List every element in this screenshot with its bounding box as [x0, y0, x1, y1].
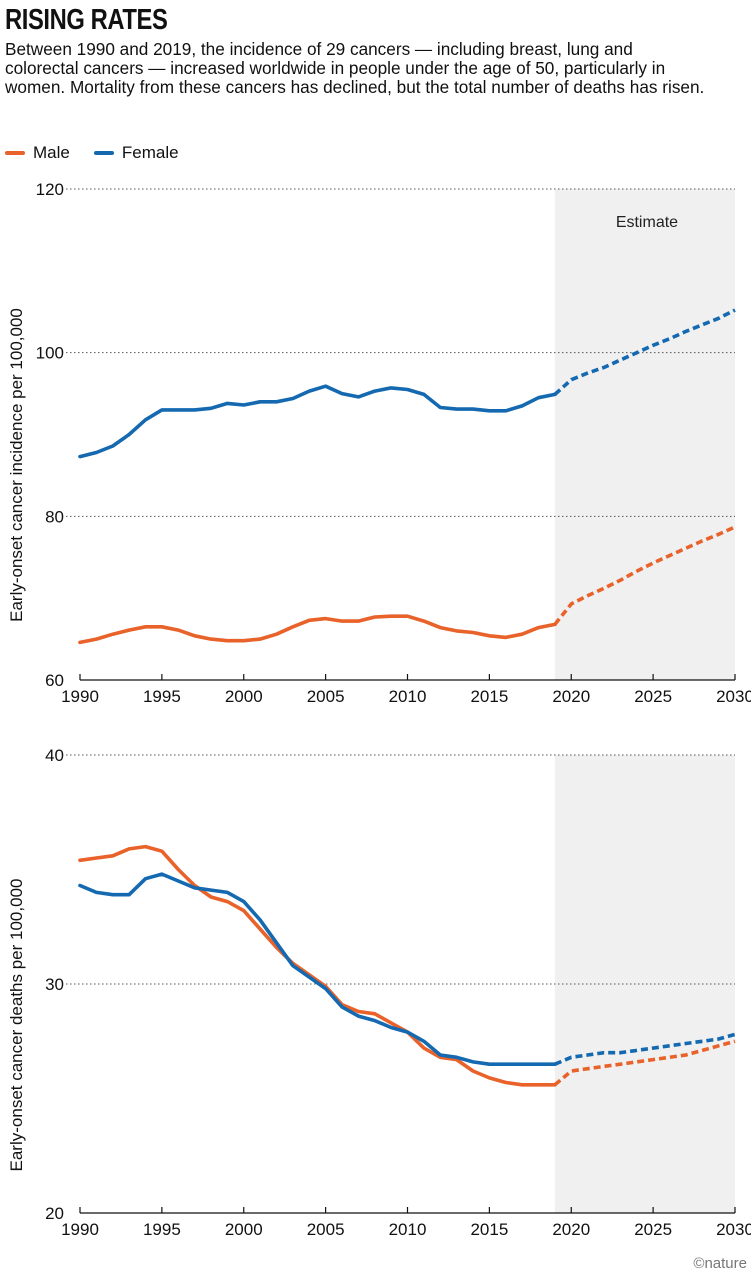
incidence-xtick-2025: 2025 — [634, 687, 672, 706]
chart-title: RISING RATES — [5, 4, 168, 36]
incidence-ytick-120: 120 — [36, 180, 64, 199]
deaths-xtick-2030: 2030 — [716, 1220, 751, 1239]
legend: Male Female — [5, 142, 203, 164]
incidence-xtick-2015: 2015 — [470, 687, 508, 706]
incidence-chart: Estimate 60 80 100 120 1990 1995 2000 2005 2010 20… — [7, 180, 751, 706]
legend-item-female: Female — [93, 143, 179, 163]
incidence-estimate-line-female — [553, 308, 736, 396]
deaths-ytick-40: 40 — [45, 746, 64, 765]
deaths-xtick-1990: 1990 — [61, 1220, 99, 1239]
deaths-xtick-2015: 2015 — [470, 1220, 508, 1239]
incidence-line-female — [78, 384, 557, 459]
deaths-xtick-1995: 1995 — [143, 1220, 181, 1239]
incidence-y-axis-label: Early-onset cancer incidence per 100,000 — [7, 308, 26, 622]
deaths-line-female — [78, 872, 557, 1066]
incidence-estimate-region — [554, 189, 735, 680]
incidence-ytick-80: 80 — [45, 507, 64, 526]
incidence-estimate-label: Estimate — [616, 214, 678, 231]
legend-item-male: Male — [5, 143, 70, 163]
incidence-xtick-2030: 2030 — [716, 687, 751, 706]
incidence-xtick-2000: 2000 — [225, 687, 263, 706]
legend-label-female: Female — [121, 143, 179, 162]
incidence-xtick-2005: 2005 — [307, 687, 345, 706]
incidence-xtick-2010: 2010 — [389, 687, 427, 706]
incidence-ytick-60: 60 — [45, 671, 64, 690]
deaths-ytick-20: 20 — [45, 1204, 64, 1223]
deaths-xtick-2020: 2020 — [552, 1220, 590, 1239]
legend-swatch-female — [93, 151, 114, 155]
deaths-line-male — [78, 844, 557, 1087]
deaths-estimate-region — [554, 755, 735, 1213]
deaths-estimate-line-female — [554, 1032, 736, 1066]
chart-subtitle: Between 1990 and 2019, the incidence of … — [5, 39, 705, 97]
deaths-xtick-2000: 2000 — [225, 1220, 263, 1239]
deaths-y-axis-label: Early-onset cancer deaths per 100,000 — [7, 879, 26, 1172]
incidence-line-male — [78, 614, 557, 645]
incidence-xtick-1990: 1990 — [61, 687, 99, 706]
legend-swatch-male — [5, 151, 25, 155]
deaths-xtick-2025: 2025 — [634, 1220, 672, 1239]
deaths-xtick-2010: 2010 — [389, 1220, 427, 1239]
incidence-xtick-1995: 1995 — [143, 687, 181, 706]
legend-label-male: Male — [33, 143, 70, 162]
incidence-ytick-100: 100 — [36, 344, 64, 363]
deaths-ytick-30: 30 — [45, 975, 64, 994]
incidence-xtick-2020: 2020 — [552, 687, 590, 706]
deaths-estimate-line-male — [553, 1039, 736, 1087]
nature-credit: ©nature — [693, 1255, 747, 1272]
deaths-xtick-2005: 2005 — [307, 1220, 345, 1239]
